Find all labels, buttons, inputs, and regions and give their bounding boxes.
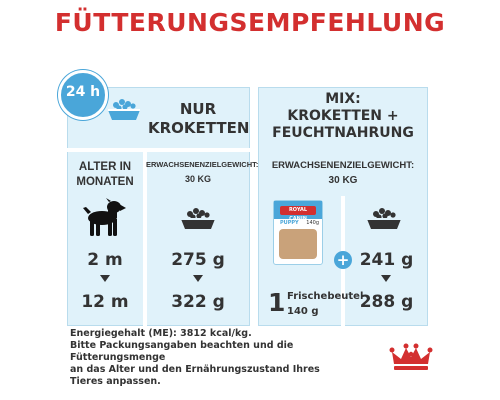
bowl-icon — [181, 208, 215, 229]
footer-line4: an das Alter und den Ernährungszustand I… — [70, 363, 320, 375]
bowl-icon — [367, 208, 401, 229]
down-arrow-icon — [100, 275, 110, 282]
pouch-label: Frischebeutel 140 g — [287, 290, 363, 319]
pouch-size: 140g — [306, 220, 319, 226]
pouch-label-text: Frischebeutel — [287, 291, 364, 302]
kibble-only-panel — [67, 87, 250, 326]
footer-line5: Tieres anpassen. — [70, 375, 161, 387]
kibble-only-header-line1: NUR — [179, 100, 217, 118]
weight-header: ERWACHSENENZIELGEWICHT: — [146, 160, 259, 169]
amount-value-row2: 322 g — [171, 292, 225, 312]
footer-line2: Bitte Packungsangaben beachten und die — [70, 339, 294, 351]
column-divider — [143, 150, 147, 326]
down-arrow-icon — [381, 275, 391, 282]
pouch-count: 1 — [268, 288, 286, 317]
footer-line3: Fütterungsmenge — [70, 351, 166, 363]
mix-amount-row1: 241 g — [359, 250, 414, 270]
plus-icon: + — [334, 251, 352, 269]
age-header-line2: MONATEN — [76, 176, 134, 188]
age-value-row2: 12 m — [81, 292, 129, 312]
clock-icon — [58, 70, 108, 120]
age-header-line1: ALTER IN — [78, 161, 132, 173]
mix-amount-row2: 288 g — [359, 292, 414, 312]
mix-header-line3: FEUCHTNAHRUNG — [272, 125, 414, 141]
mix-header-line1: MIX: — [325, 91, 361, 107]
kibble-only-header-line2: KROKETTEN — [148, 119, 250, 137]
age-value-row1: 2 m — [87, 250, 123, 270]
pouch-product: PUPPY — [280, 220, 299, 226]
amount-value-row1: 275 g — [171, 250, 225, 270]
weight-value: 30 KG — [184, 174, 211, 184]
bowl-icon — [108, 99, 140, 120]
royal-canin-crown-logo — [389, 343, 433, 370]
mix-header-line2: KROKETTEN + — [287, 108, 399, 124]
row-divider — [67, 148, 250, 152]
down-arrow-icon — [193, 275, 203, 282]
pouch-brand: ROYAL CANIN — [280, 206, 316, 222]
pouch-weight: 140 g — [287, 305, 319, 317]
mix-weight-header: ERWACHSENENZIELGEWICHT: — [271, 160, 415, 171]
footer-line1: Energiegehalt (ME): 3812 kcal/kg. — [70, 328, 252, 339]
mix-weight-value: 30 KG — [328, 175, 358, 186]
page-title: FÜTTERUNGSEMPFEHLUNG — [54, 8, 446, 37]
wet-food-pouch-image: ROYAL CANIN PUPPY 140g — [273, 200, 323, 265]
puppy-dog-icon — [83, 198, 126, 236]
clock-label: 24 h — [65, 84, 101, 100]
footer-note: Energiegehalt (ME): 3812 kcal/kg. Bitte … — [70, 328, 370, 387]
